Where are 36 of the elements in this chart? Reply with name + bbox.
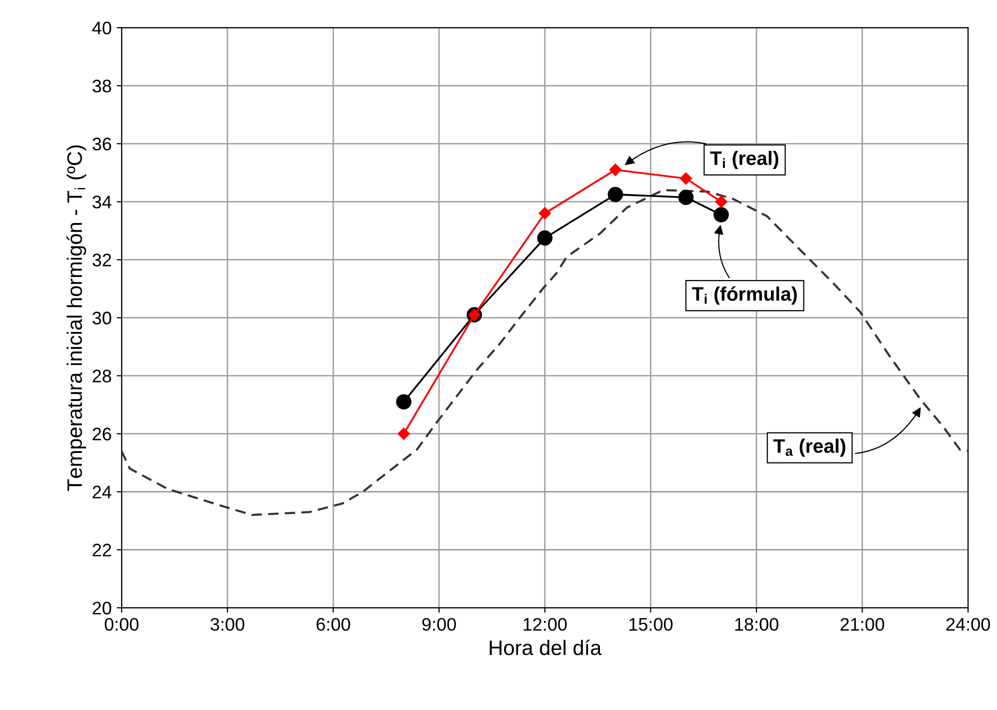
x-tick-label: 15:00 (629, 618, 673, 631)
x-tick-label: 6:00 (316, 618, 350, 631)
y-tick-label: 32 (92, 254, 112, 266)
x-axis-title: Hora del día (490, 640, 602, 656)
y-tick-label: 24 (92, 486, 112, 498)
y-tick-label: 34 (92, 196, 112, 208)
point (714, 207, 729, 222)
x-tick-label: 18:00 (735, 618, 778, 631)
point (678, 190, 694, 205)
y-tick-label: 22 (92, 544, 112, 556)
annotation: T$_{i}$ (real) (710, 150, 778, 169)
x-tick-label: 3:00 (210, 618, 244, 631)
y-tick-label: 36 (92, 138, 112, 150)
point (398, 428, 410, 440)
y-tick-label: 26 (92, 428, 112, 440)
x-tick-label: 9:00 (422, 618, 456, 631)
line-series (122, 189, 968, 516)
annotation: T$_{a}$ (real) (773, 438, 846, 457)
point (537, 230, 552, 246)
x-tick-label: 21:00 (840, 618, 884, 631)
point (680, 172, 692, 185)
y-tick-label: 28 (92, 370, 112, 382)
point (608, 186, 624, 202)
point (609, 164, 622, 176)
x-tick-label: 0:00 (104, 618, 138, 631)
y-tick-label: 38 (92, 80, 112, 92)
y-axis-title: Temperatura inicial hormigón - T$_{i}$ (ºC) (66, 145, 86, 492)
x-tick-label: 24:00 (946, 618, 990, 631)
x-tick-label: 12:00 (524, 618, 567, 631)
y-tick-label: 20 (92, 602, 112, 614)
annotation: T$_{i}$ (fórmula) (692, 286, 797, 305)
point (715, 196, 728, 208)
point (538, 207, 551, 220)
y-tick-label: 30 (92, 312, 112, 324)
y-tick-label: 40 (92, 22, 112, 34)
point (396, 394, 412, 410)
